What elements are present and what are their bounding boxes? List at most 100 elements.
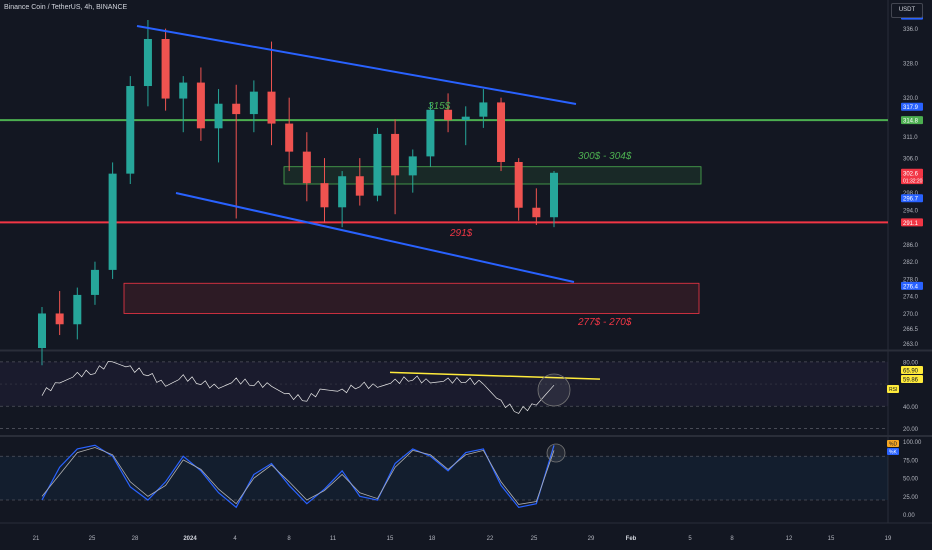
- price-tick-label: 311.0: [903, 135, 918, 141]
- price-tick-label: 286.0: [903, 243, 919, 249]
- price-tick-label: 278.0: [903, 277, 919, 283]
- candle-body: [232, 103, 241, 115]
- candle-body: [497, 102, 506, 162]
- candle-body: [444, 109, 453, 121]
- price-tag: [901, 194, 923, 203]
- price-tag: [901, 218, 923, 227]
- x-tick-label: 25: [89, 536, 96, 542]
- candle-body: [320, 183, 329, 208]
- rsi-legend-label: RSI: [889, 387, 897, 393]
- candle-body: [90, 269, 99, 295]
- rsi-tick-label: 20.00: [903, 427, 919, 433]
- level-label-resistance: 315$: [428, 101, 451, 112]
- x-tick-label: 29: [588, 536, 595, 542]
- stoch-tick-label: 100.00: [903, 440, 922, 446]
- price-tick-label: 328.0: [903, 62, 919, 68]
- x-tick-label: 12: [786, 536, 793, 542]
- price-tag-label: 296.7: [903, 197, 919, 203]
- x-tick-label: 22: [487, 536, 494, 542]
- rsi-value-label: 59.86: [903, 378, 919, 384]
- candle-body: [461, 116, 470, 121]
- candle-body: [408, 156, 417, 176]
- rsi-value-tag: [901, 366, 923, 374]
- candle-body: [249, 91, 258, 115]
- x-tick-label: 25: [531, 536, 538, 542]
- candle-body: [196, 82, 205, 129]
- price-tag: [901, 116, 923, 125]
- price-tick-label: 294.0: [903, 208, 919, 214]
- stoch-highlight-circle: [546, 443, 566, 463]
- candle-body: [179, 82, 188, 99]
- price-tag-label: 276.4: [903, 284, 919, 290]
- candle-body: [38, 313, 46, 348]
- rsi-line: [41, 360, 555, 414]
- level-label-support: 291$: [449, 228, 473, 239]
- price-tag: [901, 102, 923, 111]
- price-tick-label: 274.0: [903, 295, 919, 301]
- price-tick-label: 336.0: [903, 27, 919, 33]
- x-tick-label: 5: [688, 536, 692, 542]
- x-tick-label: 18: [429, 536, 436, 542]
- price-tick-label: 263.0: [903, 342, 919, 348]
- candle-body: [532, 207, 541, 218]
- currency-selector[interactable]: USDT: [891, 3, 923, 18]
- x-tick-label: 21: [33, 536, 40, 542]
- zone-300-304: [283, 166, 702, 185]
- rsi-highlight-circle: [537, 373, 571, 407]
- stoch-tick-label: 0.00: [903, 513, 915, 519]
- stoch-k-line: [41, 444, 555, 509]
- price-tag-label: 291.1: [903, 221, 919, 227]
- x-tick-label: 2024: [183, 536, 197, 542]
- candle-body: [267, 91, 276, 124]
- price-tag-label: 01:32:20: [903, 179, 923, 185]
- candle-body: [55, 313, 64, 325]
- rsi-legend-badge: [887, 385, 899, 393]
- channel-lower-line: [175, 192, 575, 283]
- price-tag: [901, 281, 923, 290]
- channel-upper-line: [136, 25, 577, 105]
- x-tick-label: 15: [387, 536, 394, 542]
- candle-body: [108, 173, 117, 270]
- rsi-tick-label: 80.00: [903, 360, 919, 366]
- rsi-tick-label: 40.00: [903, 405, 919, 411]
- candle-body: [550, 172, 558, 218]
- stoch-tick-label: 50.00: [903, 477, 919, 483]
- x-tick-label: 28: [132, 536, 139, 542]
- price-tag-label: 317.9: [903, 105, 919, 111]
- x-tick-label: Feb: [626, 536, 637, 542]
- candle-body: [479, 102, 488, 117]
- price-tick-label: 270.0: [903, 312, 919, 318]
- rsi-value-label: 65.90: [903, 369, 919, 375]
- x-tick-label: 4: [233, 536, 237, 542]
- candle-body: [338, 176, 347, 208]
- x-tick-label: 11: [330, 536, 337, 542]
- candle-body: [126, 86, 135, 174]
- x-tick-label: 8: [730, 536, 734, 542]
- stoch-tick-label: 25.00: [903, 495, 919, 501]
- stoch-legend-label-d: %D: [889, 442, 897, 448]
- stoch-tick-label: 75.00: [903, 458, 919, 464]
- candle-body: [73, 294, 82, 325]
- candle-body: [285, 123, 294, 152]
- price-tick-label: 282.0: [903, 260, 919, 266]
- price-tick-label: 298.0: [903, 191, 919, 197]
- candle-body: [214, 103, 223, 129]
- candle-body: [302, 151, 311, 184]
- price-tick-label: 266.5: [903, 327, 919, 333]
- candle-body: [391, 133, 400, 176]
- price-tag: [901, 176, 923, 185]
- zone-277-270: [123, 282, 700, 314]
- zone-label-green: 300$ - 304$: [578, 151, 632, 162]
- x-tick-label: 8: [287, 536, 291, 542]
- stoch-band: [0, 456, 888, 501]
- candle-body: [514, 161, 523, 208]
- candle-body: [161, 38, 170, 99]
- x-tick-label: 15: [828, 536, 835, 542]
- zone-label-red: 277$ - 270$: [577, 317, 632, 328]
- rsi-band: [0, 361, 888, 407]
- price-tag-label: 302.6: [903, 171, 919, 177]
- stoch-legend-badge-d: [887, 440, 899, 447]
- price-tick-label: 320.0: [903, 96, 919, 102]
- stoch-legend-label-k: %K: [889, 450, 897, 456]
